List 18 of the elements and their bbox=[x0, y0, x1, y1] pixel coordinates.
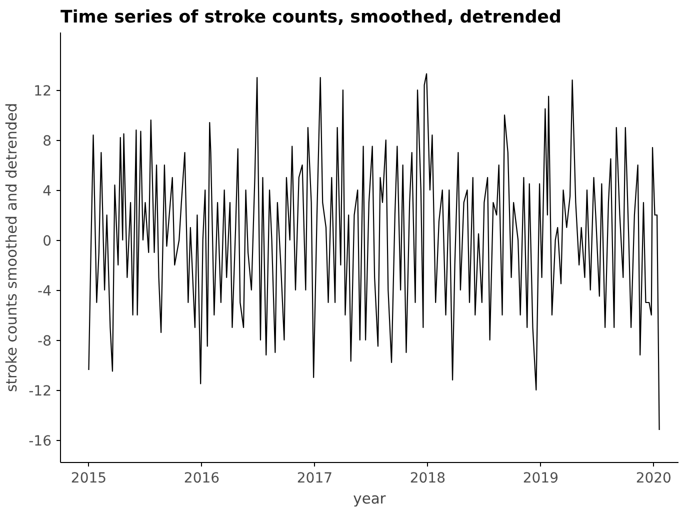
x-tick-label: 2019 bbox=[522, 470, 558, 486]
y-axis-title: stroke counts smoothed and detrended bbox=[4, 102, 21, 392]
y-tick-label: 12 bbox=[34, 84, 52, 100]
y-tick-label: -16 bbox=[28, 434, 52, 450]
y-tick-label: 0 bbox=[42, 234, 52, 250]
x-tick-label: 2020 bbox=[636, 470, 672, 486]
y-tick-label: 4 bbox=[42, 184, 52, 200]
chart-title: Time series of stroke counts, smoothed, detrended bbox=[60, 8, 562, 28]
y-tick-label: 8 bbox=[42, 134, 52, 150]
y-tick-label: -12 bbox=[28, 384, 52, 400]
x-tick-label: 2018 bbox=[410, 470, 446, 486]
x-tick-label: 2017 bbox=[296, 470, 333, 486]
x-tick-label: 2015 bbox=[70, 470, 107, 486]
y-tick-label: -4 bbox=[38, 284, 52, 300]
line-series bbox=[88, 73, 660, 431]
y-tick-label: -8 bbox=[38, 334, 52, 350]
x-tick-label: 2016 bbox=[184, 470, 220, 486]
x-axis-title: year bbox=[353, 490, 387, 508]
